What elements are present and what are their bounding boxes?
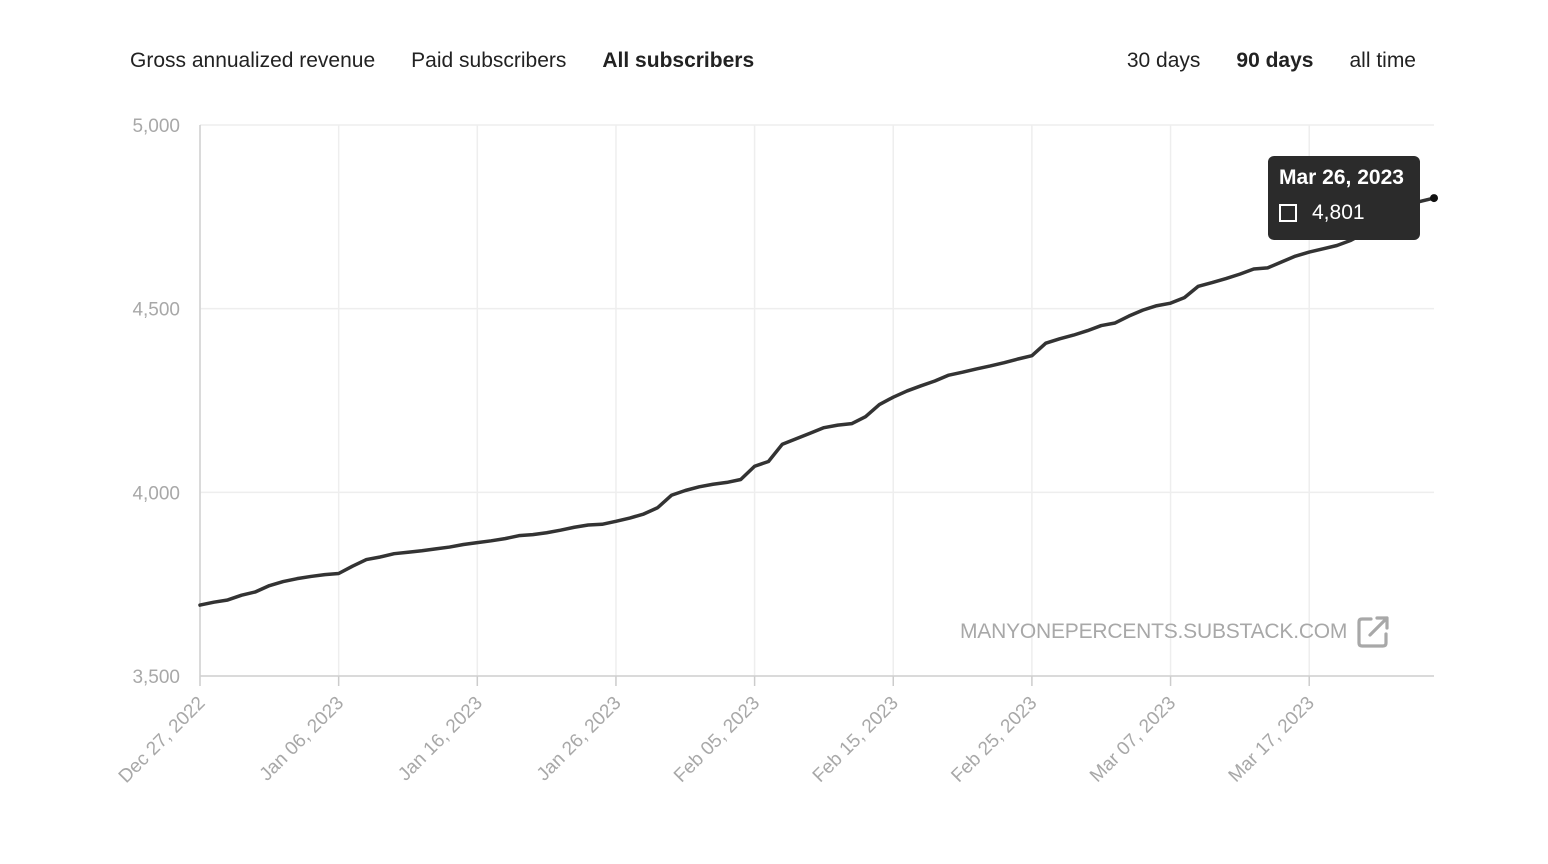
series-line-all-subscribers: [198, 196, 1436, 607]
tab-all-time[interactable]: all time: [1349, 49, 1416, 72]
y-tick-label: 5,000: [132, 116, 180, 137]
x-tick-label: Jan 16, 2023: [394, 693, 487, 786]
y-tick-label: 4,500: [132, 300, 180, 321]
x-tick-label: Jan 06, 2023: [256, 693, 349, 786]
y-tick-label: 3,500: [132, 667, 180, 688]
external-link-icon: [1357, 616, 1389, 648]
series-swatch-icon: [1279, 204, 1297, 222]
tab-gross-annualized-revenue[interactable]: Gross annualized revenue: [130, 49, 376, 72]
chart-tooltip: Mar 26, 2023 4,801: [1268, 156, 1420, 240]
tab-paid-subscribers[interactable]: Paid subscribers: [411, 49, 567, 72]
x-tick-label: Feb 15, 2023: [809, 693, 903, 787]
tab-all-subscribers[interactable]: All subscribers: [602, 49, 755, 72]
x-tick-label: Mar 07, 2023: [1086, 693, 1180, 787]
publication-link[interactable]: MANYONEPERCENTS.SUBSTACK.COM: [960, 614, 1391, 650]
x-tick-label: Mar 17, 2023: [1225, 693, 1319, 787]
tab-30-days[interactable]: 30 days: [1126, 49, 1201, 72]
range-tabs: 30 days 90 days all time: [1127, 44, 1416, 78]
x-tick-label: Feb 05, 2023: [670, 693, 764, 787]
x-tick-label: Jan 26, 2023: [533, 693, 626, 786]
y-tick-label: 4,000: [132, 483, 180, 504]
x-tick-label: Dec 27, 2022: [115, 693, 210, 788]
hover-point-marker: [1430, 194, 1438, 203]
metric-tabs: Gross annualized revenue Paid subscriber…: [130, 44, 754, 78]
x-tick-label: Feb 25, 2023: [947, 693, 1041, 787]
tooltip-row: 4,801: [1279, 201, 1409, 225]
tooltip-value: 4,801: [1312, 201, 1365, 224]
tooltip-date: Mar 26, 2023: [1279, 166, 1404, 189]
tab-90-days[interactable]: 90 days: [1236, 49, 1314, 72]
watermark-text: MANYONEPERCENTS.SUBSTACK.COM: [960, 620, 1348, 643]
